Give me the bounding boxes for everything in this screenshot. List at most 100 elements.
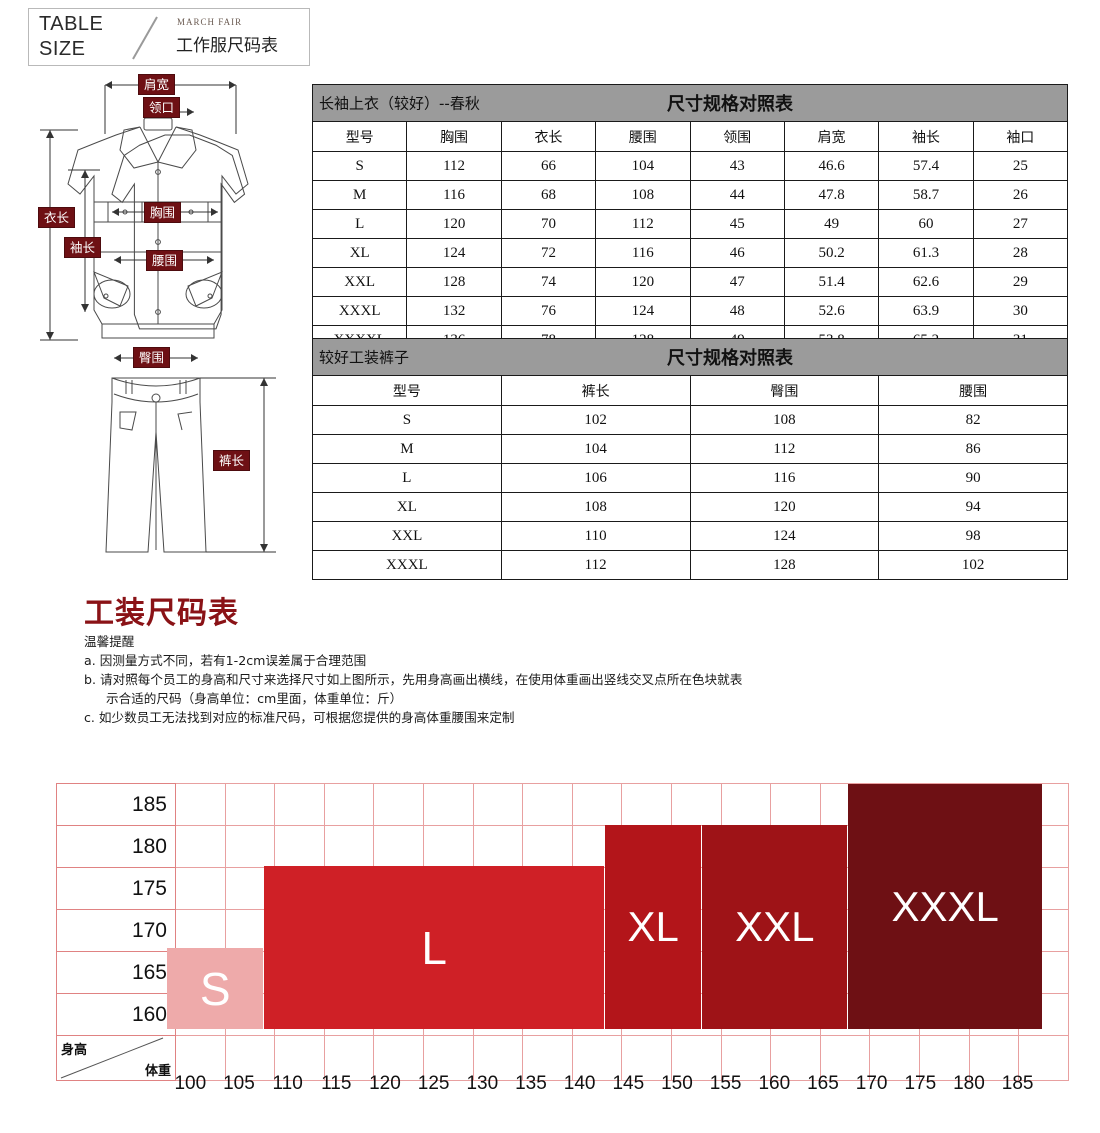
- cell: XXL: [311, 267, 408, 297]
- cell: 26: [972, 180, 1069, 210]
- cell: 58.7: [878, 180, 974, 210]
- cell: 132: [406, 296, 502, 326]
- size-grid-cell[interactable]: [720, 783, 772, 826]
- col-header: 胸围: [406, 121, 502, 152]
- size-grid-cell[interactable]: [422, 825, 474, 868]
- weight-axis-tick: 130: [466, 1073, 499, 1094]
- cell: 66: [500, 151, 597, 181]
- cell: 82: [878, 405, 1068, 435]
- weight-axis-tick: 105: [223, 1073, 255, 1094]
- cell: 25: [972, 151, 1069, 181]
- cell: M: [312, 434, 502, 464]
- cell: 102: [878, 550, 1068, 580]
- header-en-title: TABLE SIZE: [39, 12, 103, 62]
- col-header: 领围: [689, 121, 785, 152]
- cell: 112: [500, 550, 691, 580]
- col-header: 裤长: [500, 375, 691, 406]
- size-grid-cell[interactable]: [224, 783, 276, 826]
- axis-tick-cell: [274, 1035, 325, 1081]
- size-grid-cell[interactable]: [422, 783, 474, 826]
- col-header: 臀围: [689, 375, 880, 406]
- size-grid-cell[interactable]: [522, 783, 573, 826]
- pants-table-band: 较好工装裤子 尺寸规格对照表: [312, 338, 1068, 376]
- cell: XL: [311, 238, 408, 268]
- weight-axis-tick: 170: [855, 1073, 888, 1094]
- size-grid-cell[interactable]: [670, 783, 722, 826]
- cell: 116: [406, 180, 502, 210]
- weight-axis-tick: 115: [321, 1073, 352, 1094]
- size-grid-cell[interactable]: [373, 783, 424, 826]
- size-block-label: S: [199, 962, 231, 1015]
- jacket-table-band: 长袖上衣（较好）--春秋 尺寸规格对照表: [312, 84, 1068, 122]
- weight-axis-tick: 185: [1001, 1073, 1034, 1094]
- size-grid-cell[interactable]: [373, 825, 424, 868]
- weight-axis-tick: 145: [612, 1073, 645, 1094]
- note-line: c. 如少数员工无法找到对应的标准尺码，可根据您提供的身高体重腰围来定制: [84, 710, 515, 725]
- cell: 106: [500, 463, 691, 493]
- size-grid-cell[interactable]: [323, 783, 375, 826]
- size-grid-cell[interactable]: [522, 825, 573, 868]
- size-grid-cell[interactable]: [274, 825, 325, 868]
- size-grid-cell[interactable]: [472, 783, 524, 826]
- size-block-s[interactable]: S: [167, 948, 264, 1029]
- cell: 112: [595, 209, 691, 239]
- cell: XXXL: [311, 296, 408, 326]
- size-grid-cell[interactable]: [274, 783, 325, 826]
- weight-axis-tick: 175: [904, 1073, 937, 1094]
- cell: 108: [689, 405, 880, 435]
- size-grid-cell[interactable]: [621, 783, 672, 826]
- jacket-size-table: 长袖上衣（较好）--春秋 尺寸规格对照表 型号 胸围 衣长 腰围 领围 肩宽 袖…: [311, 84, 1069, 355]
- height-axis-title: 身高: [61, 1043, 88, 1058]
- cell: 112: [689, 434, 880, 464]
- cell: 86: [878, 434, 1068, 464]
- col-header: 肩宽: [783, 121, 880, 152]
- weight-axis-tick: 150: [661, 1073, 693, 1094]
- weight-axis-tick: 140: [563, 1073, 596, 1094]
- cell: 116: [689, 463, 880, 493]
- cell: S: [311, 151, 408, 181]
- header-en-line2: SIZE: [39, 38, 86, 60]
- pants-size-table: 较好工装裤子 尺寸规格对照表 型号 裤长 臀围 腰围 S 102 108 82 M 10…: [312, 338, 1068, 580]
- axis-tick-cell: [918, 1035, 970, 1081]
- size-block-xxl[interactable]: XXL: [702, 825, 848, 1029]
- height-axis-label: 165: [56, 951, 176, 994]
- header-band: TABLE SIZE MARCH FAIR 工作服尺码表: [28, 8, 310, 66]
- label-shoulder: 肩宽: [138, 74, 176, 95]
- weight-axis-tick: 135: [515, 1073, 547, 1094]
- size-block-xl[interactable]: XL: [605, 825, 702, 1029]
- table-row: S 112 66 104 43 46.6 57.4 25: [311, 151, 1069, 181]
- size-grid-cell[interactable]: [175, 867, 226, 910]
- cell: 94: [878, 492, 1068, 522]
- size-grid-cell[interactable]: [472, 825, 524, 868]
- height-axis-label: 160: [56, 993, 176, 1036]
- col-header: 衣长: [500, 121, 597, 152]
- size-grid-cell[interactable]: [770, 783, 821, 826]
- size-block-xxxl[interactable]: XXXL: [848, 784, 1042, 1029]
- cell: 98: [878, 521, 1068, 551]
- table-row: S 102 108 82: [312, 405, 1068, 435]
- axis-tick-cell: [770, 1035, 821, 1081]
- weight-axis-tick: 180: [953, 1073, 985, 1094]
- size-grid-cell[interactable]: [175, 783, 226, 826]
- cell: M: [311, 180, 408, 210]
- cell: 70: [500, 209, 597, 239]
- table-row: L 120 70 112 45 49 60 27: [311, 209, 1069, 239]
- axis-tick-cell: [621, 1035, 672, 1081]
- size-grid-cell[interactable]: [175, 825, 226, 868]
- cell: 43: [689, 151, 785, 181]
- pants-band-left-label: 较好工装裤子: [319, 348, 410, 367]
- size-grid-cell[interactable]: [224, 825, 276, 868]
- size-grid-cell[interactable]: [323, 825, 375, 868]
- weight-axis: 100 105 110 115 120 125 130 135 140 145 150 155 160 1…: [56, 1073, 1042, 1113]
- cell: XL: [312, 492, 502, 522]
- table-row: M 104 112 86: [312, 434, 1068, 464]
- header-en-line1: TABLE: [39, 13, 104, 35]
- size-block-l[interactable]: L: [264, 866, 604, 1029]
- height-axis-label: 175: [56, 867, 176, 910]
- size-grid-cell[interactable]: [175, 909, 226, 952]
- size-grid-cell[interactable]: [571, 783, 623, 826]
- note-line: b. 请对照每个员工的身高和尺寸来选择尺寸如上图所示，先用身高画出横线，在使用体…: [84, 672, 743, 687]
- note-line: a. 因测量方式不同，若有1-2cm误差属于合理范围: [84, 653, 367, 668]
- cell: 47: [689, 267, 785, 297]
- cell: 112: [406, 151, 502, 181]
